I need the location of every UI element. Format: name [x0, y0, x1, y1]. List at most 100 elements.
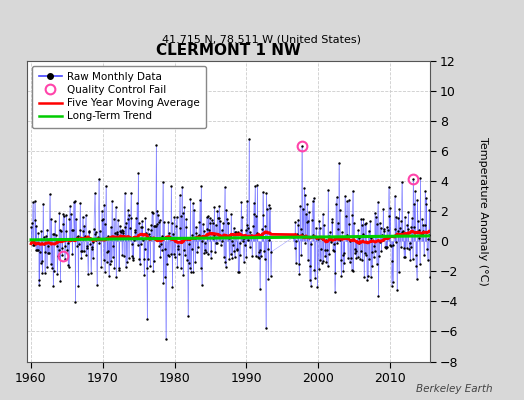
Text: Berkeley Earth: Berkeley Earth [416, 384, 493, 394]
Point [190, 207, 198, 213]
Point [315, 218, 323, 224]
Point [64, 262, 72, 268]
Point [204, 213, 213, 219]
Point [178, 210, 187, 216]
Point [423, 246, 431, 252]
Point [159, 179, 167, 186]
Point [125, 255, 133, 261]
Point [202, 214, 211, 220]
Point [364, 273, 372, 279]
Point [200, 228, 208, 234]
Point [88, 246, 96, 252]
Point [366, 274, 375, 280]
Point [313, 284, 322, 290]
Point [102, 259, 111, 266]
Point [237, 199, 246, 205]
Point [317, 246, 325, 253]
Point [295, 271, 303, 277]
Point [171, 254, 179, 260]
Point [103, 249, 111, 255]
Point [37, 260, 45, 266]
Point [232, 228, 240, 235]
Point [362, 220, 370, 226]
Point [129, 256, 137, 263]
Point [46, 236, 54, 242]
Point [385, 212, 394, 219]
Point [146, 262, 155, 269]
Point [366, 218, 374, 225]
Point [425, 207, 433, 213]
Point [41, 249, 50, 255]
Point [139, 237, 147, 243]
Point [324, 186, 332, 193]
Point [408, 215, 416, 222]
Point [355, 240, 364, 246]
Point [409, 176, 418, 183]
Point [114, 265, 123, 271]
Point [122, 264, 130, 270]
Point [118, 252, 126, 258]
Point [407, 244, 415, 250]
Point [345, 221, 353, 227]
Point [257, 252, 265, 259]
Point [414, 235, 423, 241]
Point [267, 249, 276, 255]
Point [210, 204, 219, 210]
Point [75, 227, 84, 233]
Point [415, 226, 423, 233]
Point [218, 238, 226, 244]
Point [59, 211, 68, 217]
Point [97, 264, 105, 270]
Point [389, 278, 397, 285]
Point [119, 228, 127, 234]
Point [124, 207, 132, 214]
Point [296, 203, 304, 210]
Point [156, 254, 165, 260]
Point [81, 233, 89, 240]
Point [298, 143, 306, 150]
Point [342, 234, 351, 240]
Point [383, 224, 391, 230]
Point [297, 252, 305, 258]
Point [136, 224, 145, 230]
Point [405, 246, 413, 252]
Point [241, 241, 249, 248]
Point [402, 232, 410, 238]
Point [256, 286, 264, 292]
Point [258, 226, 267, 232]
Point [150, 222, 159, 229]
Point [91, 231, 100, 238]
Point [382, 244, 390, 250]
Point [327, 239, 335, 246]
Point [355, 235, 363, 241]
Point [100, 202, 108, 208]
Point [341, 193, 349, 200]
Point [400, 254, 408, 260]
Point [264, 246, 272, 252]
Point [45, 250, 53, 256]
Point [168, 284, 177, 290]
Point [167, 183, 176, 190]
Point [377, 224, 385, 231]
Point [169, 230, 177, 237]
Point [115, 267, 123, 273]
Point [374, 293, 383, 300]
Point [140, 246, 149, 252]
Point [163, 261, 171, 267]
Point [222, 206, 231, 213]
Point [105, 272, 113, 279]
Point [255, 249, 264, 255]
Point [293, 222, 302, 228]
Point [74, 283, 83, 290]
Point [307, 240, 315, 247]
Point [362, 252, 370, 258]
Point [212, 240, 221, 246]
Point [359, 231, 367, 238]
Point [292, 260, 300, 266]
Point [428, 244, 436, 250]
Point [69, 227, 77, 233]
Point [243, 222, 251, 228]
Point [38, 258, 46, 264]
Point [52, 243, 61, 249]
Point [84, 270, 92, 277]
